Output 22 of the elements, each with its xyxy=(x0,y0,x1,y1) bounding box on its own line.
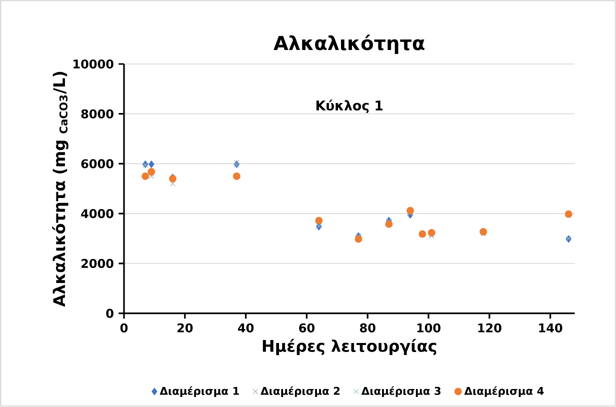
annotation: Κύκλος 1 xyxy=(316,100,383,114)
chart-title: Αλκαλικότητα xyxy=(274,34,424,54)
y-tick-label: 8000 xyxy=(81,109,114,119)
x-tick-label: 100 xyxy=(417,324,440,333)
x-tick-label: 40 xyxy=(238,324,254,333)
legend-label: Διαμέρισμα 1 xyxy=(160,386,239,398)
legend-label: Διαμέρισμα 3 xyxy=(361,386,440,398)
y-tick-label: 6000 xyxy=(81,159,114,168)
y-tick-label: 0 xyxy=(106,308,114,318)
x-tick-label: 0 xyxy=(120,324,128,333)
x-tick-label: 20 xyxy=(178,324,193,333)
legend-label: Διαμέρισμα 2 xyxy=(260,386,340,398)
y-tick-label: 2000 xyxy=(82,259,114,268)
x-tick-label: 80 xyxy=(360,324,376,333)
x-axis-title: Ημέρες λειτουργίας xyxy=(262,339,436,356)
y-tick-label: 4000 xyxy=(81,209,114,218)
y-tick-label: 10000 xyxy=(74,60,114,69)
y-axis-title: Αλκαλικότητα (mg $_{CaCO3}$/L) xyxy=(52,72,68,307)
x-tick-label: 120 xyxy=(478,324,502,333)
x-tick-label: 60 xyxy=(299,324,314,333)
legend-label: Διαμέρισμα 4 xyxy=(464,386,544,398)
x-tick-label: 140 xyxy=(539,324,562,333)
